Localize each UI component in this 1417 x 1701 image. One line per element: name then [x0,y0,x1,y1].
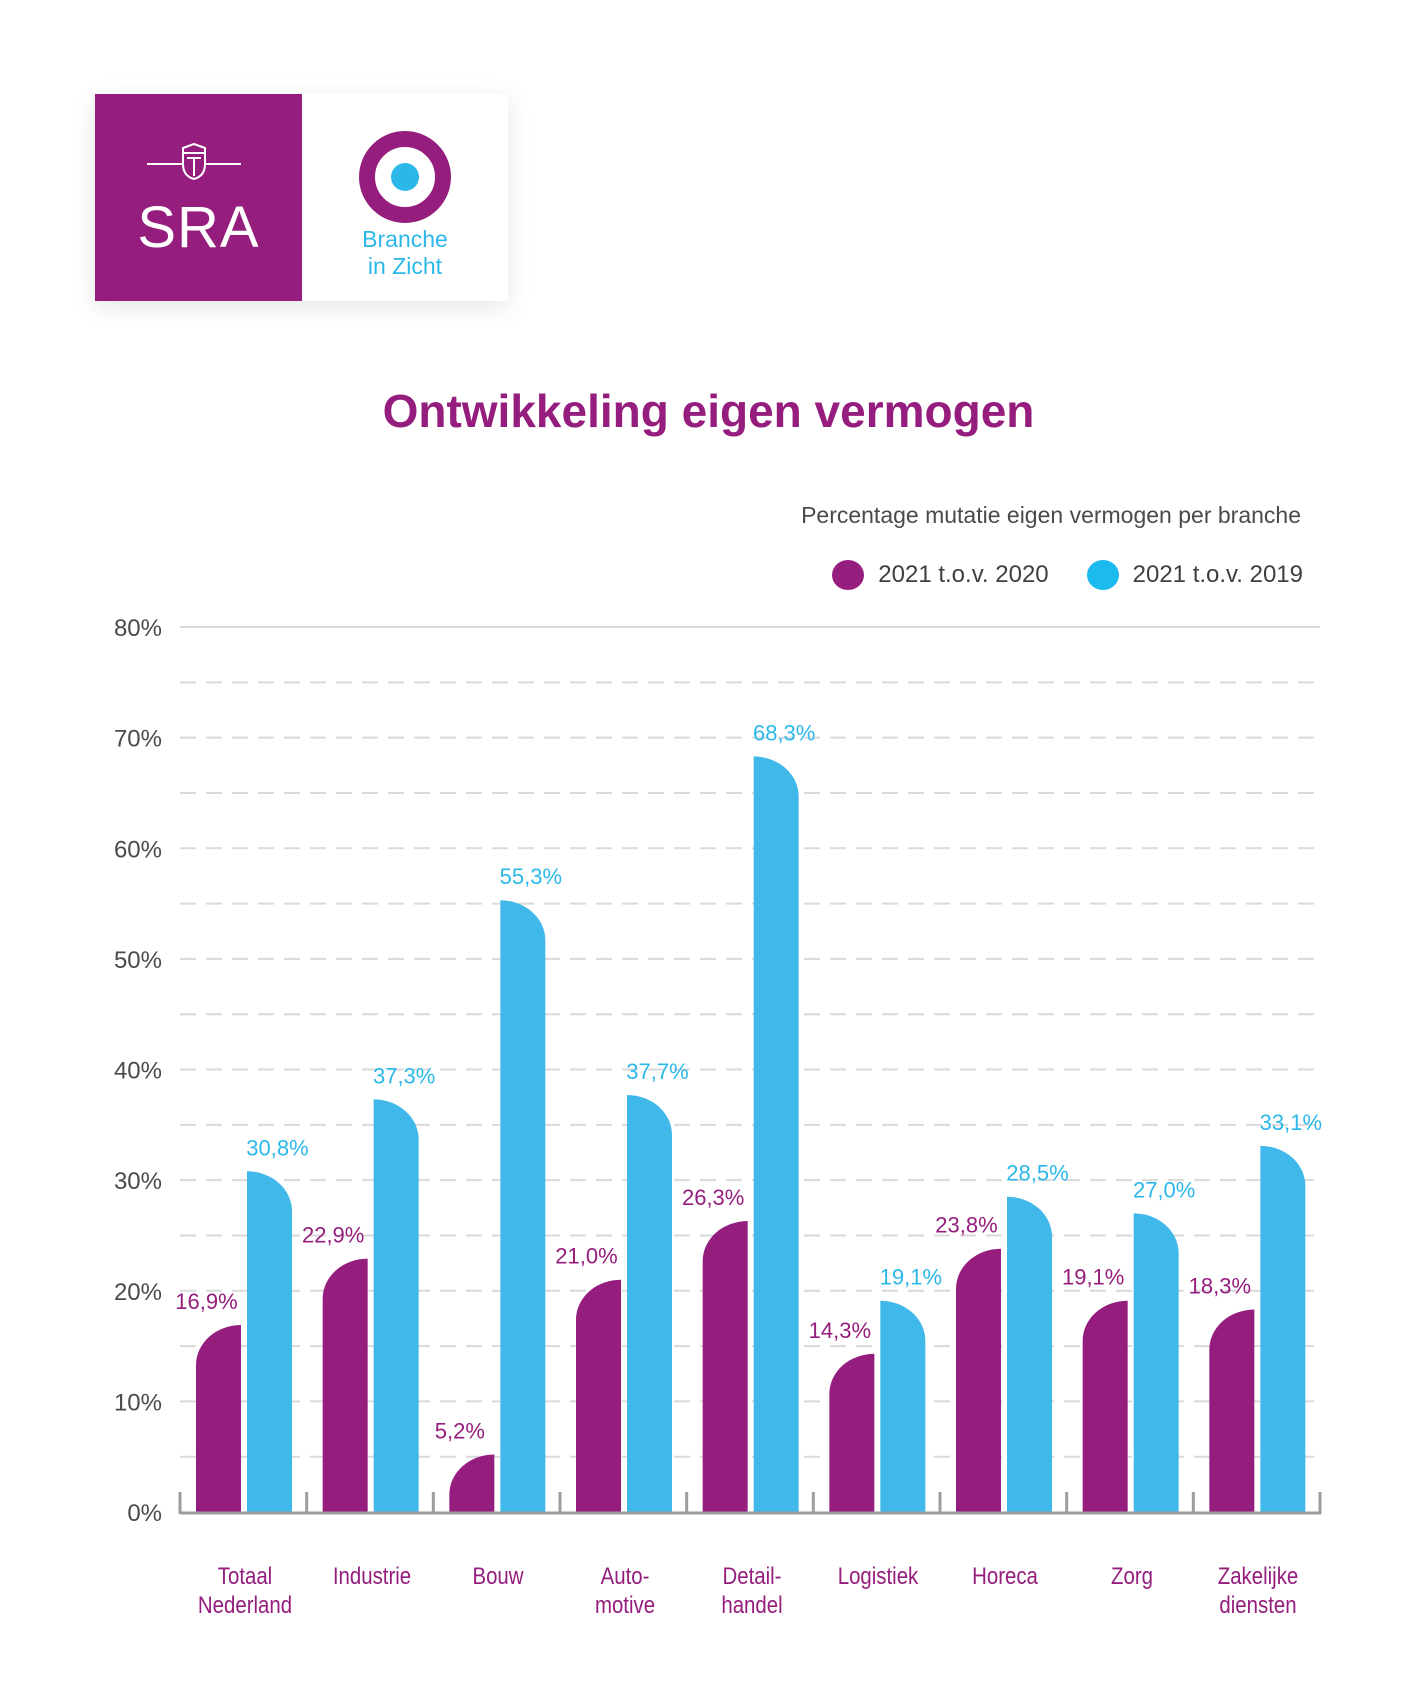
bar-2021-vs-2019 [373,1099,419,1512]
legend-label: 2021 t.o.v. 2019 [1132,561,1303,588]
data-label: 37,3% [373,1063,435,1088]
bar-2021-vs-2019 [247,1171,292,1512]
data-label: 14,3% [809,1318,871,1343]
category-label-line: Detail- [722,1563,782,1590]
target-icon [359,131,451,223]
data-label: 26,3% [682,1185,744,1210]
category-label: Totaal Nederland [191,1562,298,1620]
bar-2021-vs-2019 [1007,1196,1052,1512]
bar-2021-vs-2019 [880,1300,926,1512]
bar-2021-vs-2019 [627,1094,672,1512]
category-label-line: Zakelijke [1218,1563,1299,1590]
data-label: 19,1% [1062,1265,1124,1290]
data-label: 28,5% [1006,1161,1068,1186]
category-label-line: Logistiek [838,1563,919,1590]
category-label: Zakelijke diensten [1205,1562,1312,1620]
data-label: 21,0% [555,1244,617,1269]
category-label-line: handel [721,1592,783,1619]
category-label-line: Zorg [1110,1563,1153,1590]
y-tick-label: 20% [114,1279,162,1306]
shield-icon [147,142,241,181]
legend: 2021 t.o.v. 2020 2021 t.o.v. 2019 [794,560,1303,590]
y-tick-label: 50% [114,947,162,974]
y-tick-label: 40% [114,1058,162,1085]
category-label: Zorg [1078,1562,1185,1591]
data-label: 18,3% [1189,1274,1251,1299]
biz-line-1: Branche [362,226,448,252]
legend-label: 2021 t.o.v. 2020 [878,561,1049,588]
bar-2021-vs-2020 [576,1279,621,1512]
category-label-line: Bouw [472,1563,524,1590]
category-label-line: Auto- [600,1563,650,1590]
data-label: 27,0% [1133,1177,1195,1202]
branche-in-zicht-text: Branche in Zicht [302,226,508,280]
y-tick-label: 10% [114,1389,162,1416]
data-label: 19,1% [880,1265,942,1290]
category-label-line: Industrie [332,1563,411,1590]
bar-2021-vs-2020 [956,1248,1001,1512]
bar-2021-vs-2020 [196,1325,241,1512]
chart-title: Ontwikkeling eigen vermogen [382,385,1035,437]
bar-2021-vs-2019 [753,756,799,1512]
category-label-line: Totaal [217,1563,273,1590]
data-label: 5,2% [435,1418,485,1443]
data-label: 22,9% [302,1223,364,1248]
y-tick-label: 70% [114,726,162,753]
data-label: 55,3% [500,864,562,889]
data-label: 33,1% [1260,1110,1322,1135]
legend-dot-purple [832,560,865,590]
bar-2021-vs-2019 [1260,1145,1306,1512]
logo-block: SRA Branche in Zicht [95,94,508,301]
legend-dot-blue [1086,560,1119,590]
bar-2021-vs-2020 [449,1454,495,1512]
biz-line-2: in Zicht [367,253,443,279]
category-label-line: Horeca [972,1563,1038,1590]
category-label: Horeca [951,1562,1058,1591]
legend-item-2019: 2021 t.o.v. 2019 [1086,560,1303,590]
category-label: Bouw [445,1562,552,1591]
sra-logo-text: SRA [137,195,260,260]
data-label: 68,3% [753,720,815,745]
y-tick-label: 30% [114,1168,162,1195]
y-tick-label: 60% [114,836,162,863]
category-label-line: Nederland [197,1592,293,1619]
bar-2021-vs-2019 [500,900,546,1512]
data-label: 37,7% [626,1059,688,1084]
data-label: 23,8% [935,1213,997,1238]
branche-in-zicht-logo: Branche in Zicht [302,94,508,301]
data-label: 30,8% [246,1135,308,1160]
category-label-line: motive [594,1592,656,1619]
bar-2021-vs-2019 [1133,1213,1179,1512]
data-label: 16,9% [175,1289,237,1314]
category-label: Auto-motive [571,1562,678,1620]
y-tick-label: 0% [127,1500,162,1527]
chart-subtitle: Percentage mutatie eigen vermogen per br… [801,502,1301,528]
bar-2021-vs-2020 [1209,1309,1255,1512]
category-label: Logistiek [825,1562,932,1591]
category-label: Detail-handel [698,1562,805,1620]
bar-2021-vs-2020 [702,1221,748,1512]
sra-logo: SRA [95,94,302,301]
y-tick-label: 80% [114,615,162,642]
category-label-line: diensten [1219,1592,1297,1619]
category-label: Industrie [318,1562,425,1591]
bar-2021-vs-2020 [322,1258,368,1512]
bar-2021-vs-2020 [829,1353,875,1512]
legend-item-2020: 2021 t.o.v. 2020 [832,560,1049,590]
bar-2021-vs-2020 [1082,1300,1128,1512]
